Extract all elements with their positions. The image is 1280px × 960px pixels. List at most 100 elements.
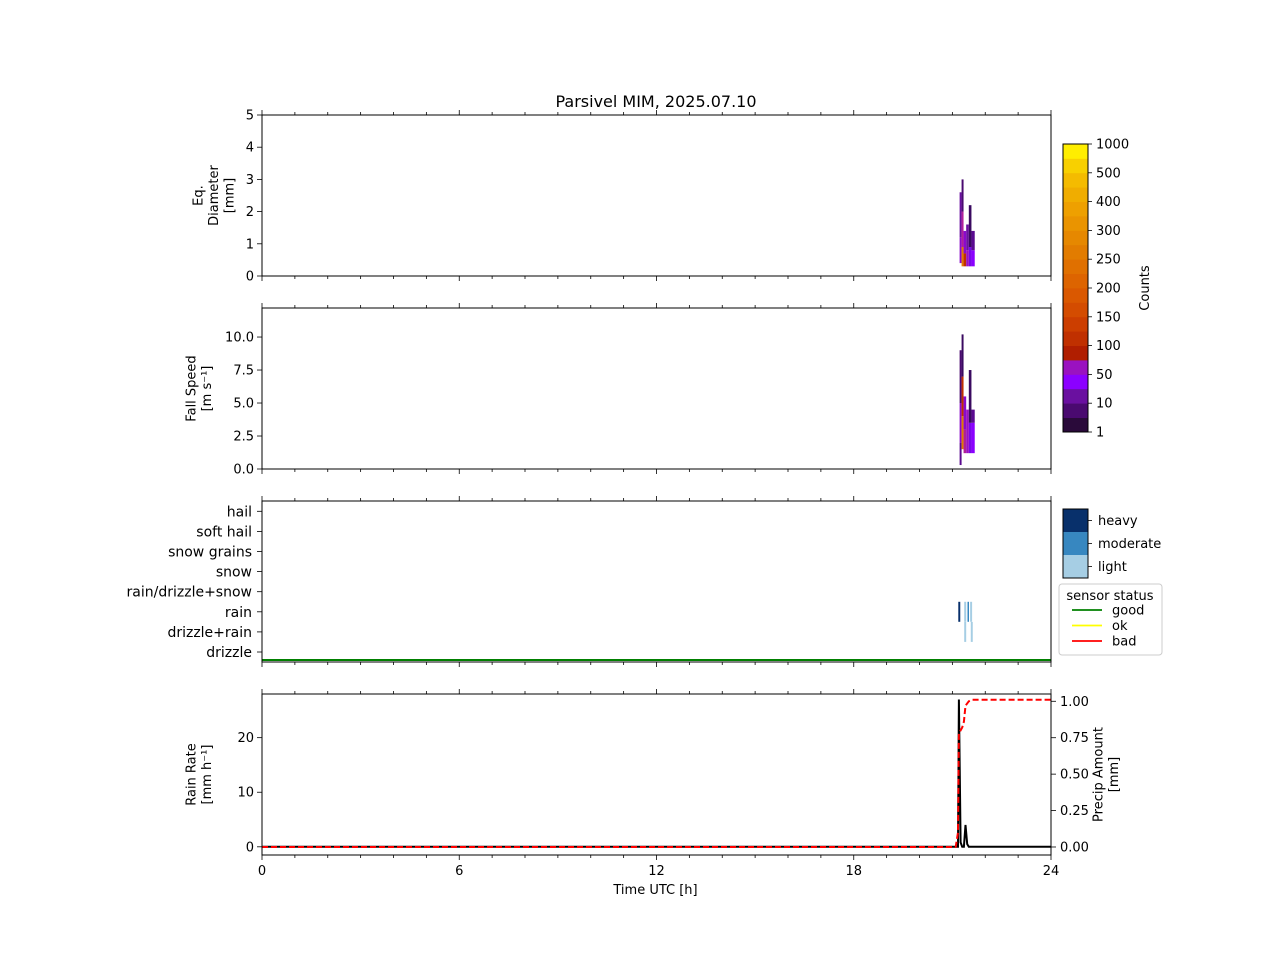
intensity-legend: heavy moderate light	[1062, 508, 1161, 579]
y-tick-label: 1	[246, 237, 254, 252]
y-tick-label: 7.5	[233, 364, 254, 379]
colorbar-tick-label: 500	[1096, 166, 1121, 181]
axes-frame	[261, 114, 1052, 277]
colorbar-segment	[1063, 316, 1088, 332]
weather-mark	[964, 621, 967, 642]
y-tick-label: 4	[246, 141, 254, 156]
colorbar-tick-label: 100	[1096, 339, 1121, 354]
heatmap-cell	[971, 250, 975, 267]
y-axis-label: [mm]	[1107, 757, 1122, 792]
heatmap-cell	[968, 247, 972, 267]
colorbar-segment	[1063, 288, 1088, 303]
intensity-frame	[1062, 508, 1089, 579]
intensity-swatch	[1063, 509, 1088, 532]
status-legend-box	[1058, 583, 1163, 656]
heatmap-cell	[959, 192, 962, 238]
heatmap-cell	[963, 429, 967, 454]
heatmap-cell	[971, 230, 975, 251]
y-tick-label: 10	[237, 786, 254, 801]
heatmap-cell	[959, 442, 962, 466]
y-tick-label: 0.0	[233, 463, 254, 478]
y-tick-label: 5.0	[233, 397, 254, 412]
colorbar-segment	[1063, 331, 1088, 346]
colorbar-segment	[1063, 230, 1088, 246]
heatmap-cell	[961, 376, 964, 417]
y-axis-label: Eq.	[192, 185, 207, 206]
heatmap-cell	[963, 396, 967, 430]
heatmap-cell	[961, 416, 964, 450]
category-label: snow grains	[168, 545, 252, 561]
weather-mark	[970, 601, 973, 622]
diameter-panel: 0 1 2 3 4 5 Eq. Diameter [mm]	[192, 109, 1052, 285]
heatmap-cell	[966, 224, 969, 251]
x-tick-label: 6	[455, 864, 463, 879]
heatmap-cell	[971, 409, 975, 423]
colorbar-tick-label: 50	[1096, 368, 1113, 383]
y-axis-label: Precip Amount	[1091, 727, 1106, 822]
heatmap-cell	[959, 403, 962, 443]
status-legend-label: bad	[1112, 635, 1136, 650]
colorbar-label: Counts	[1138, 265, 1153, 311]
colorbar-segment	[1063, 403, 1088, 418]
rain-panel: 0 6 12 18 24 0 10 20 0.00 0.25 0.50 0.75 1.00 Rain Ra…	[184, 689, 1122, 898]
status-legend-label: good	[1112, 604, 1144, 619]
heatmap-cell	[961, 211, 964, 248]
y2-tick-label: 1.00	[1060, 695, 1089, 710]
colorbar-tick-label: 1	[1096, 426, 1104, 441]
colorbar-segment	[1063, 360, 1088, 375]
y2-tick-label: 0.50	[1060, 768, 1089, 783]
x-tick-label: 12	[648, 864, 665, 879]
weather-code-panel: drizzle drizzle+rain rain rain/drizzle+snow…	[127, 496, 1052, 667]
heatmap-cell	[963, 230, 967, 254]
colorbar-segment	[1063, 158, 1088, 174]
y2-tick-label: 0.00	[1060, 840, 1089, 855]
intensity-label: moderate	[1098, 537, 1161, 552]
legends: 1 10 50 100 150 200 250 300 400 500 1000 Counts heav…	[1058, 138, 1163, 656]
colorbar-segment	[1063, 374, 1088, 390]
weather-mark	[958, 601, 961, 622]
weather-mark	[970, 621, 973, 642]
category-label: snow	[216, 565, 252, 581]
colorbar-tick-label: 250	[1096, 253, 1121, 268]
colorbar-segment	[1063, 216, 1088, 231]
colorbar-tick-label: 200	[1096, 282, 1121, 297]
heatmap-cell	[971, 422, 975, 454]
colorbar-segment	[1063, 345, 1088, 361]
heatmap-cell	[961, 334, 964, 377]
heatmap-cell	[968, 422, 972, 454]
category-label: rain/drizzle+snow	[127, 585, 252, 601]
colorbar-segment	[1063, 144, 1088, 159]
y2-tick-label: 0.25	[1060, 804, 1089, 819]
status-legend-label: ok	[1112, 619, 1128, 634]
y-axis-label: [mm]	[223, 178, 238, 213]
category-label: drizzle+rain	[167, 625, 252, 641]
colorbar-tick-label: 150	[1096, 310, 1121, 325]
x-tick-label: 18	[845, 864, 862, 879]
y-tick-label: 5	[246, 109, 254, 124]
y-tick-label: 10.0	[225, 331, 254, 346]
y-axis-label: [mm h⁻¹]	[200, 745, 215, 805]
colorbar-segment	[1063, 302, 1088, 318]
heatmap-cell	[968, 370, 972, 423]
y-axis-label: Fall Speed	[184, 355, 199, 421]
colorbar-tick-label: 300	[1096, 224, 1121, 239]
colorbar-segment	[1063, 244, 1088, 260]
weather-mark	[967, 601, 969, 622]
figure-title: Parsivel MIM, 2025.07.10	[555, 92, 756, 111]
heatmap-cell	[961, 179, 964, 212]
heatmap-cell	[966, 409, 969, 454]
axes-frame	[261, 307, 1052, 470]
weather-mark	[964, 601, 967, 622]
y-tick-label: 2.5	[233, 430, 254, 445]
precip-amount-line	[262, 698, 1051, 848]
heatmap-cell	[961, 247, 964, 267]
category-label: hail	[227, 504, 252, 520]
status-legend-title: sensor status	[1066, 589, 1153, 604]
colorbar-segment	[1063, 187, 1088, 202]
colorbar-segment	[1063, 201, 1088, 217]
y-tick-label: 0	[246, 840, 254, 855]
colorbar-segment	[1063, 172, 1088, 188]
